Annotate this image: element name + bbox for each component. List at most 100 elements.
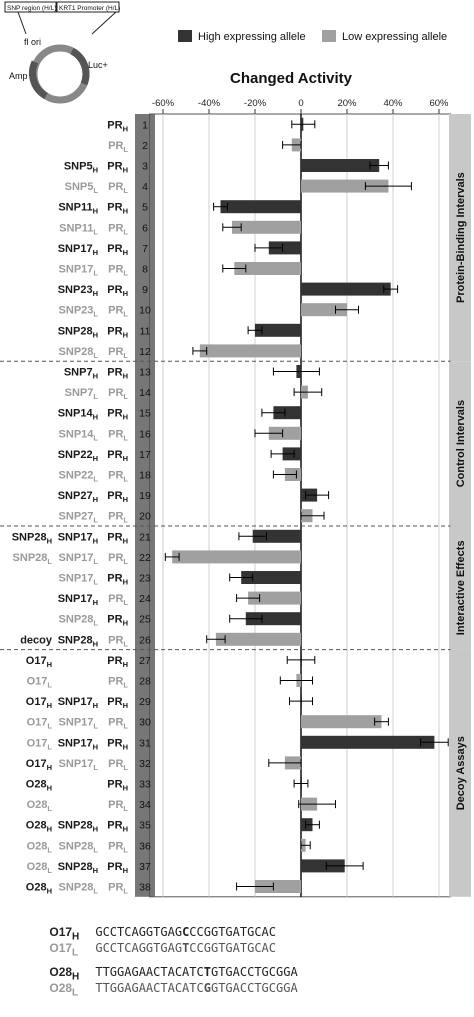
row-label: PRH bbox=[107, 408, 128, 422]
plasmid-arrow-luc bbox=[70, 47, 90, 86]
x-tick-label: -20% bbox=[244, 98, 267, 109]
row-number: 11 bbox=[140, 325, 151, 337]
row-label: PRH bbox=[107, 243, 128, 257]
row-label: PRH bbox=[107, 696, 128, 710]
row-label: SNP28H bbox=[58, 820, 98, 834]
row-number: 9 bbox=[142, 284, 148, 296]
row-label: O17L bbox=[27, 676, 53, 690]
row-number: 2 bbox=[142, 140, 148, 152]
row-label: decoy bbox=[20, 634, 53, 646]
row-number: 14 bbox=[139, 387, 151, 399]
legend-low: Low expressing allele bbox=[322, 30, 447, 43]
row-number: 12 bbox=[139, 346, 151, 358]
sequence-text: TTGGAGAACTACATCTGTGACCTGCGGA bbox=[95, 965, 298, 979]
row-label: PRL bbox=[108, 470, 128, 484]
row-number: 15 bbox=[139, 408, 151, 420]
row-label: SNP23H bbox=[58, 284, 98, 298]
bar bbox=[248, 591, 301, 605]
row-label: SNP17H bbox=[58, 737, 98, 751]
row-label: PRL bbox=[108, 181, 128, 195]
row-label: O28L bbox=[27, 861, 53, 875]
row-label: SNP17H bbox=[58, 696, 98, 710]
row-label: SNP17H bbox=[58, 531, 98, 545]
row-number: 10 bbox=[139, 305, 151, 317]
row-label: PRL bbox=[108, 387, 128, 401]
sequence-o28-h: O28H TTGGAGAACTACATCTGTGACCTGCGGA bbox=[6, 948, 297, 982]
figure: SNP region (H/L) KRT1 Promoter (H/L) fl … bbox=[0, 1, 471, 998]
row-number: 16 bbox=[139, 428, 151, 440]
bar bbox=[301, 715, 382, 729]
row-number: 8 bbox=[142, 264, 148, 276]
row-label: SNP17L bbox=[59, 264, 99, 278]
row-label: SNP28H bbox=[12, 531, 52, 545]
legend-high-label: High expressing allele bbox=[198, 31, 306, 43]
bar bbox=[268, 426, 301, 440]
sequence-o17-l: O17L GCCTCAGGTGAGTCCGGTGATGCAC bbox=[6, 924, 298, 958]
row-label: PRH bbox=[107, 861, 128, 875]
x-tick-label: 0 bbox=[298, 98, 303, 109]
bar-chart: -60% -40% -20% 0 20% 40% 60% Protein-Binding In… bbox=[0, 98, 471, 898]
row-label: PRH bbox=[107, 490, 128, 504]
row-label: O28L bbox=[27, 799, 53, 813]
row-number: 33 bbox=[139, 779, 151, 791]
row-number: 20 bbox=[139, 511, 151, 523]
row-number: 7 bbox=[142, 243, 148, 255]
sequence-name: O17L bbox=[49, 941, 79, 959]
fl-ori-label: fl ori bbox=[24, 37, 41, 47]
bar bbox=[301, 859, 345, 873]
row-label: PRH bbox=[107, 614, 128, 628]
row-label: PRH bbox=[107, 820, 128, 834]
snp-region-box bbox=[4, 1, 57, 13]
sequence-text: TTGGAGAACTACATCGGTGACCTGCGGA bbox=[95, 981, 298, 995]
row-number: 30 bbox=[139, 717, 151, 729]
row-label: SNP28H bbox=[58, 325, 98, 339]
bar bbox=[199, 344, 301, 358]
row-number: 26 bbox=[139, 634, 151, 646]
row-number: 25 bbox=[139, 614, 151, 626]
group-label: Protein-Binding Intervals bbox=[455, 172, 467, 303]
plasmid-diagram: SNP region (H/L) KRT1 Promoter (H/L) fl … bbox=[4, 1, 120, 104]
row-label: O28H bbox=[26, 820, 52, 834]
row-label: PRH bbox=[107, 284, 128, 298]
bar bbox=[255, 323, 301, 337]
bar bbox=[301, 159, 380, 172]
bar bbox=[301, 735, 435, 749]
row-number: 19 bbox=[139, 490, 151, 502]
row-number: 1 bbox=[142, 119, 148, 131]
row-label: PRL bbox=[108, 799, 128, 813]
row-label: PRH bbox=[107, 119, 128, 133]
insert-connector-right bbox=[91, 11, 117, 35]
snp-region-label: SNP region (H/L) bbox=[7, 5, 56, 12]
row-label: O17L bbox=[27, 717, 53, 731]
row-number: 22 bbox=[139, 552, 151, 564]
sequence-text: GCCTCAGGTGAGTCCGGTGATGCAC bbox=[95, 941, 276, 955]
row-label: PRL bbox=[108, 676, 128, 690]
row-label: SNP5H bbox=[64, 161, 98, 175]
group-label: Control Intervals bbox=[455, 400, 467, 487]
x-tick-label: -40% bbox=[198, 98, 221, 109]
row-label: SNP28L bbox=[59, 346, 99, 360]
row-label: SNP14H bbox=[58, 408, 98, 422]
row-label: PRL bbox=[108, 552, 128, 566]
row-label: PRL bbox=[108, 882, 128, 896]
row-number: 24 bbox=[139, 593, 151, 605]
row-label: PRL bbox=[108, 717, 128, 731]
row-number: 3 bbox=[142, 161, 148, 173]
row-label: O17H bbox=[26, 758, 52, 772]
row-number: 27 bbox=[139, 655, 151, 667]
row-label: PRH bbox=[107, 449, 128, 463]
row-label: PRL bbox=[108, 305, 128, 319]
row-label: O17L bbox=[27, 737, 53, 751]
row-number: 17 bbox=[139, 449, 151, 461]
row-label: PRH bbox=[107, 737, 128, 751]
group-panel bbox=[449, 526, 471, 650]
row-number: 5 bbox=[142, 202, 148, 214]
row-label: SNP11L bbox=[59, 222, 98, 236]
group-label: Decoy Assays bbox=[455, 736, 467, 810]
row-label: SNP28L bbox=[59, 614, 99, 628]
row-label: SNP22L bbox=[59, 470, 99, 484]
row-label: PRH bbox=[107, 531, 128, 545]
row-label: PRL bbox=[108, 222, 128, 236]
sequence-name: O17H bbox=[49, 925, 80, 943]
row-label: SNP27H bbox=[58, 490, 98, 504]
